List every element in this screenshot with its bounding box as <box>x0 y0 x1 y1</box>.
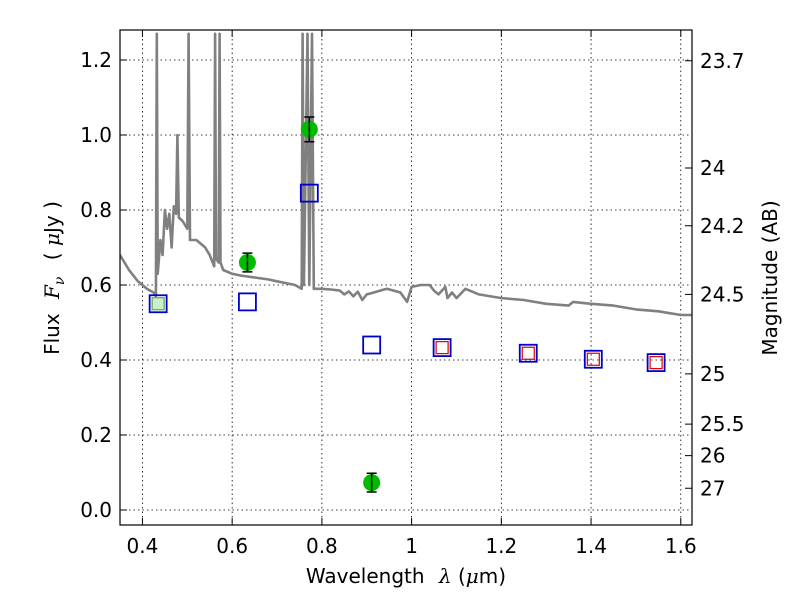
model-inner-square-marker <box>435 341 449 355</box>
photometry-points <box>148 116 666 493</box>
x-tick-label: 1 <box>405 534 418 558</box>
y2-tick-label: 24 <box>700 156 725 180</box>
plot-area <box>120 30 692 525</box>
model-inner-square-marker <box>586 352 600 366</box>
y-tick-label: 0.8 <box>80 198 112 222</box>
y-tick-label: 0.2 <box>80 423 112 447</box>
x-axis-label: Wavelength λ (μm) <box>306 564 506 588</box>
y-tick-label: 1.0 <box>80 123 112 147</box>
x-tick-label: 0.4 <box>127 534 159 558</box>
y2-tick-label: 25 <box>700 362 725 386</box>
x-tick-label: 0.6 <box>216 534 248 558</box>
model-square-marker <box>432 338 452 358</box>
model-square-marker <box>148 294 168 314</box>
y2-tick-label: 24.5 <box>700 282 745 306</box>
y-tick-label: 0.0 <box>80 498 112 522</box>
model-square-marker <box>362 335 382 355</box>
y2-axis-label: Magnitude (AB) <box>758 200 782 355</box>
spectrum-line <box>120 32 692 317</box>
model-inner-square-marker <box>151 297 165 311</box>
model-inner-square-marker <box>649 356 663 370</box>
model-spectrum <box>120 32 692 317</box>
y2-tick-label: 23.7 <box>700 49 745 73</box>
x-tick-label: 1.6 <box>665 534 697 558</box>
axis-ticks: 0.4 0.6 0.8 1 1.2 1.4 1.6 0.0 0.2 0.4 0.6 0.8 1.0 1.2… <box>80 30 745 558</box>
model-square-marker <box>518 343 538 363</box>
y2-tick-label: 26 <box>700 444 725 468</box>
model-square-marker <box>646 353 666 373</box>
y-tick-label: 0.6 <box>80 273 112 297</box>
x-tick-label: 1.2 <box>485 534 517 558</box>
model-square-marker <box>238 292 257 312</box>
y2-tick-label: 24.2 <box>700 214 745 238</box>
model-inner-square-marker <box>521 346 535 360</box>
y-tick-label: 0.4 <box>80 348 112 372</box>
model-square-marker <box>583 349 603 369</box>
y2-tick-label: 25.5 <box>700 412 745 436</box>
y-axis-label: Flux Fν ( μJy ) <box>40 201 69 355</box>
plot-frame <box>119 29 693 526</box>
y-tick-label: 1.2 <box>80 48 112 72</box>
model-square-marker <box>299 183 319 203</box>
y2-tick-label: 27 <box>700 476 725 500</box>
x-tick-label: 1.4 <box>575 534 607 558</box>
x-tick-label: 0.8 <box>306 534 338 558</box>
